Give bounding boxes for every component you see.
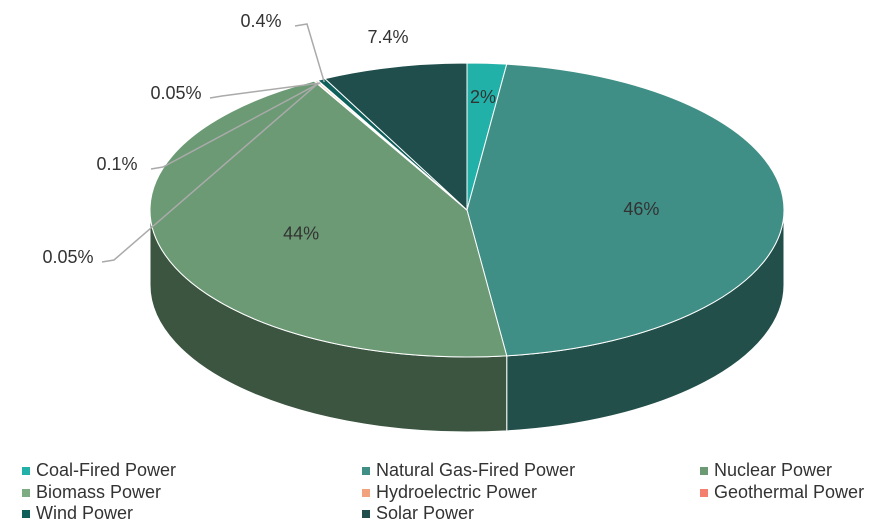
slice xyxy=(149,80,508,358)
legend-label: Coal-Fired Power xyxy=(36,460,176,480)
leader-line xyxy=(101,83,319,263)
legend-swatch xyxy=(362,489,370,497)
legend-swatch xyxy=(22,510,30,518)
data-label: 2% xyxy=(470,87,496,107)
legend-swatch xyxy=(362,510,370,518)
legend-label: Hydroelectric Power xyxy=(376,482,537,502)
data-label: 0.1% xyxy=(96,154,137,174)
legend-label: Solar Power xyxy=(376,503,474,522)
legend-swatch xyxy=(700,467,708,475)
legend-label: Natural Gas-Fired Power xyxy=(376,460,575,480)
legend-swatch xyxy=(700,489,708,497)
data-label: 0.05% xyxy=(42,247,93,267)
legend-label: Geothermal Power xyxy=(714,482,864,502)
legend-label: Nuclear Power xyxy=(714,460,832,480)
leader-line xyxy=(150,82,320,170)
legend-label: Wind Power xyxy=(36,503,133,522)
slice xyxy=(466,63,785,357)
legend-label: Biomass Power xyxy=(36,482,161,502)
leader-line xyxy=(209,82,321,99)
data-label: 46% xyxy=(623,199,659,219)
data-label: 44% xyxy=(283,224,319,244)
data-label: 0.05% xyxy=(150,83,201,103)
slice xyxy=(323,62,468,212)
legend-swatch xyxy=(362,467,370,475)
data-label: 0.4% xyxy=(240,11,281,31)
data-label: 7.4% xyxy=(367,27,408,47)
legend-swatch xyxy=(22,489,30,497)
leader-line xyxy=(294,23,325,83)
legend-swatch xyxy=(22,467,30,475)
